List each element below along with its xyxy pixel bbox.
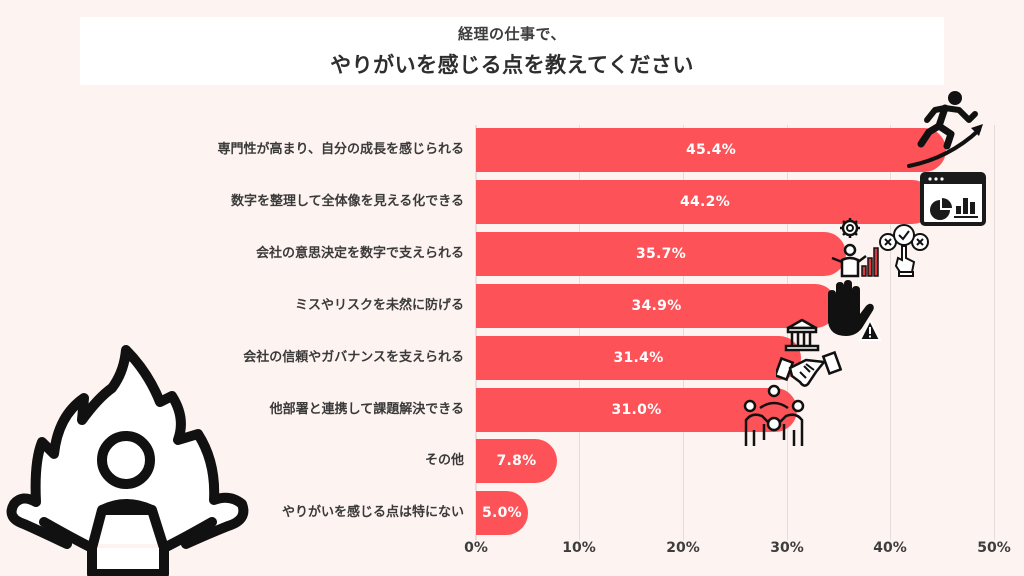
bar-value-label: 34.9% [631,298,682,314]
category-label: やりがいを感じる点は特にない [281,505,464,520]
x-tick-40: 40% [873,540,907,556]
decision-making-icon [831,218,879,278]
team-collaboration-icon [743,384,805,446]
bar: 44.2% [476,180,934,224]
category-label: 他部署と連携して課題解決できる [269,402,464,417]
gridline-50 [994,125,995,540]
chart-title-box: 経理の仕事で、 やりがいを感じる点を教えてください [80,17,944,85]
x-tick-50: 50% [977,540,1011,556]
bar: 45.4% [476,128,946,172]
chart-title-line2: やりがいを感じる点を教えてください [330,53,694,77]
x-tick-10: 10% [562,540,596,556]
x-tick-20: 20% [666,540,700,556]
bar-value-label: 45.4% [685,142,737,158]
category-label: 会社の信頼やガバナンスを支えられる [243,350,464,365]
category-label: 専門性が高まり、自分の成長を感じられる [217,142,464,157]
stop-hand-warning-icon [828,280,882,341]
gridline-20 [683,125,684,540]
choice-selection-icon [879,224,929,277]
bar-value-label: 35.7% [635,246,687,262]
running-person-arrow-icon [907,91,983,168]
category-label: その他 [424,453,464,468]
bar: 34.9% [476,284,837,328]
burning-passion-person-icon [6,345,249,576]
category-label: 会社の意思決定を数字で支えられる [255,246,464,261]
bar-value-label: 7.8% [496,453,537,469]
chart-title-line1: 経理の仕事で、 [458,25,566,43]
bar: 31.0% [476,388,797,432]
bar-value-label: 31.0% [611,402,662,418]
gridline-40 [890,125,891,540]
category-label: ミスやリスクを未然に防げる [294,298,464,313]
bar: 5.0% [476,491,528,535]
dashboard-chart-icon [920,172,986,226]
bar-value-label: 31.4% [613,350,664,366]
bar-value-label: 44.2% [679,194,731,210]
y-axis-line [475,125,477,540]
gridline-10 [579,125,580,540]
bar: 35.7% [476,232,846,276]
bar-value-label: 5.0% [481,505,523,521]
x-tick-0: 0% [464,540,488,556]
category-label: 数字を整理して全体像を見える化できる [231,194,464,209]
x-tick-30: 30% [770,540,804,556]
institution-handshake-icon [776,318,842,387]
bar: 7.8% [476,439,557,483]
bar: 31.4% [476,336,801,380]
